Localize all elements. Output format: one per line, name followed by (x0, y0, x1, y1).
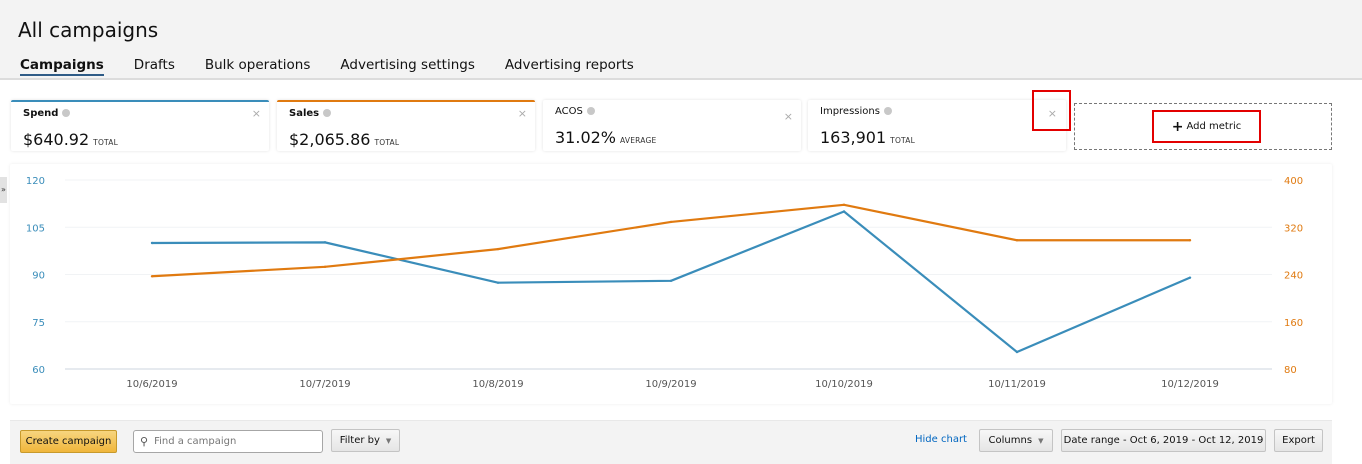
y-left-tick-label: 75 (32, 318, 45, 329)
metric-label: ACOS (555, 106, 595, 117)
y-left-tick-label: 60 (32, 365, 45, 376)
columns-dropdown[interactable]: Columns ▼ (979, 429, 1053, 452)
tab-drafts[interactable]: Drafts (133, 57, 175, 73)
create-campaign-button[interactable]: Create campaign (20, 430, 117, 453)
search-icon: ⚲ (140, 435, 149, 448)
data-point-sales (1188, 239, 1192, 242)
y-left-tick-label: 120 (26, 176, 45, 187)
close-icon[interactable]: × (783, 110, 793, 123)
metric-value: 163,901 TOTAL (820, 128, 915, 147)
add-metric-button[interactable]: + Add metric (1152, 110, 1261, 143)
metric-label: Impressions (820, 106, 892, 117)
y-right-tick-label: 80 (1284, 365, 1297, 376)
columns-label: Columns (988, 435, 1033, 446)
y-right-tick-label: 320 (1284, 223, 1303, 234)
x-tick-label: 10/9/2019 (645, 379, 696, 390)
series-line-sales (151, 203, 1190, 278)
metric-label: Spend (23, 108, 71, 119)
y-left-tick-label: 90 (32, 271, 45, 282)
hide-chart-link[interactable]: Hide chart (915, 434, 967, 445)
data-point-spend (1015, 350, 1019, 354)
date-range-button[interactable]: Date range - Oct 6, 2019 - Oct 12, 2019 (1061, 429, 1266, 452)
data-point-sales (496, 247, 500, 251)
metric-card-spend[interactable]: Spend $640.92 TOTAL × (11, 100, 269, 151)
chart-card: 120 105 90 75 60 400 320 240 160 80 10/6/2019 10/7/… (10, 164, 1332, 404)
export-button[interactable]: Export (1274, 429, 1323, 452)
y-right-tick-label: 160 (1284, 318, 1303, 329)
x-tick-label: 10/10/2019 (815, 379, 873, 390)
chevron-down-icon: ▼ (385, 436, 392, 445)
data-point-sales (669, 220, 673, 224)
tab-bar: Campaigns Drafts Bulk operations Adverti… (20, 57, 664, 76)
highlight-box-close (1032, 90, 1071, 131)
metric-card-acos[interactable]: ACOS 31.02% AVERAGE × (543, 100, 801, 151)
data-point-sales (1015, 239, 1019, 242)
y-right-tick-label: 400 (1284, 176, 1303, 187)
tab-advertising-settings[interactable]: Advertising settings (340, 57, 475, 73)
filter-by-dropdown[interactable]: Filter by ▼ (331, 429, 400, 452)
data-point-spend (669, 279, 673, 282)
x-tick-label: 10/7/2019 (299, 379, 350, 390)
metric-value: $640.92 TOTAL (23, 130, 118, 149)
side-expand-handle[interactable]: » (0, 177, 7, 203)
tab-advertising-reports[interactable]: Advertising reports (504, 57, 634, 73)
metric-card-sales[interactable]: Sales $2,065.86 TOTAL × (277, 100, 535, 151)
data-point-sales (323, 265, 327, 269)
plus-icon: + (1171, 118, 1184, 135)
close-icon[interactable]: × (251, 107, 261, 120)
metric-card-impressions[interactable]: Impressions 163,901 TOTAL × (808, 100, 1066, 151)
add-metric-area[interactable] (1074, 103, 1332, 150)
data-point-sales (842, 203, 846, 207)
x-tick-label: 10/11/2019 (988, 379, 1046, 390)
info-icon[interactable] (586, 107, 595, 115)
x-tick-label: 10/6/2019 (126, 379, 177, 390)
search-input[interactable] (152, 435, 313, 448)
data-point-spend (1188, 276, 1192, 279)
data-point-sales (150, 275, 154, 278)
metric-value: $2,065.86 TOTAL (289, 130, 400, 149)
close-icon[interactable]: × (517, 107, 527, 120)
data-point-spend (323, 241, 327, 244)
tab-campaigns[interactable]: Campaigns (20, 57, 104, 76)
x-tick-label: 10/12/2019 (1161, 379, 1219, 390)
y-right-tick-label: 240 (1284, 271, 1303, 282)
page-title: All campaigns (18, 18, 159, 42)
x-tick-label: 10/8/2019 (472, 379, 523, 390)
metric-value: 31.02% AVERAGE (555, 128, 657, 147)
page-header: All campaigns Campaigns Drafts Bulk oper… (0, 0, 1362, 80)
add-metric-label: Add metric (1186, 121, 1242, 132)
info-icon[interactable] (323, 109, 332, 117)
campaign-search[interactable]: ⚲ (133, 430, 323, 453)
data-point-spend (496, 281, 500, 284)
tab-bulk-operations[interactable]: Bulk operations (204, 57, 311, 73)
info-icon[interactable] (883, 107, 892, 115)
info-icon[interactable] (62, 109, 71, 117)
filter-by-label: Filter by (339, 435, 380, 446)
data-point-spend (842, 210, 846, 213)
line-chart: 120 105 90 75 60 400 320 240 160 80 10/6/2019 10/7/… (26, 176, 1303, 390)
y-left-tick-label: 105 (26, 223, 45, 234)
metric-label: Sales (289, 108, 332, 119)
data-point-spend (150, 241, 154, 245)
chevron-down-icon: ▼ (1038, 436, 1044, 445)
close-icon[interactable]: × (1047, 107, 1057, 120)
